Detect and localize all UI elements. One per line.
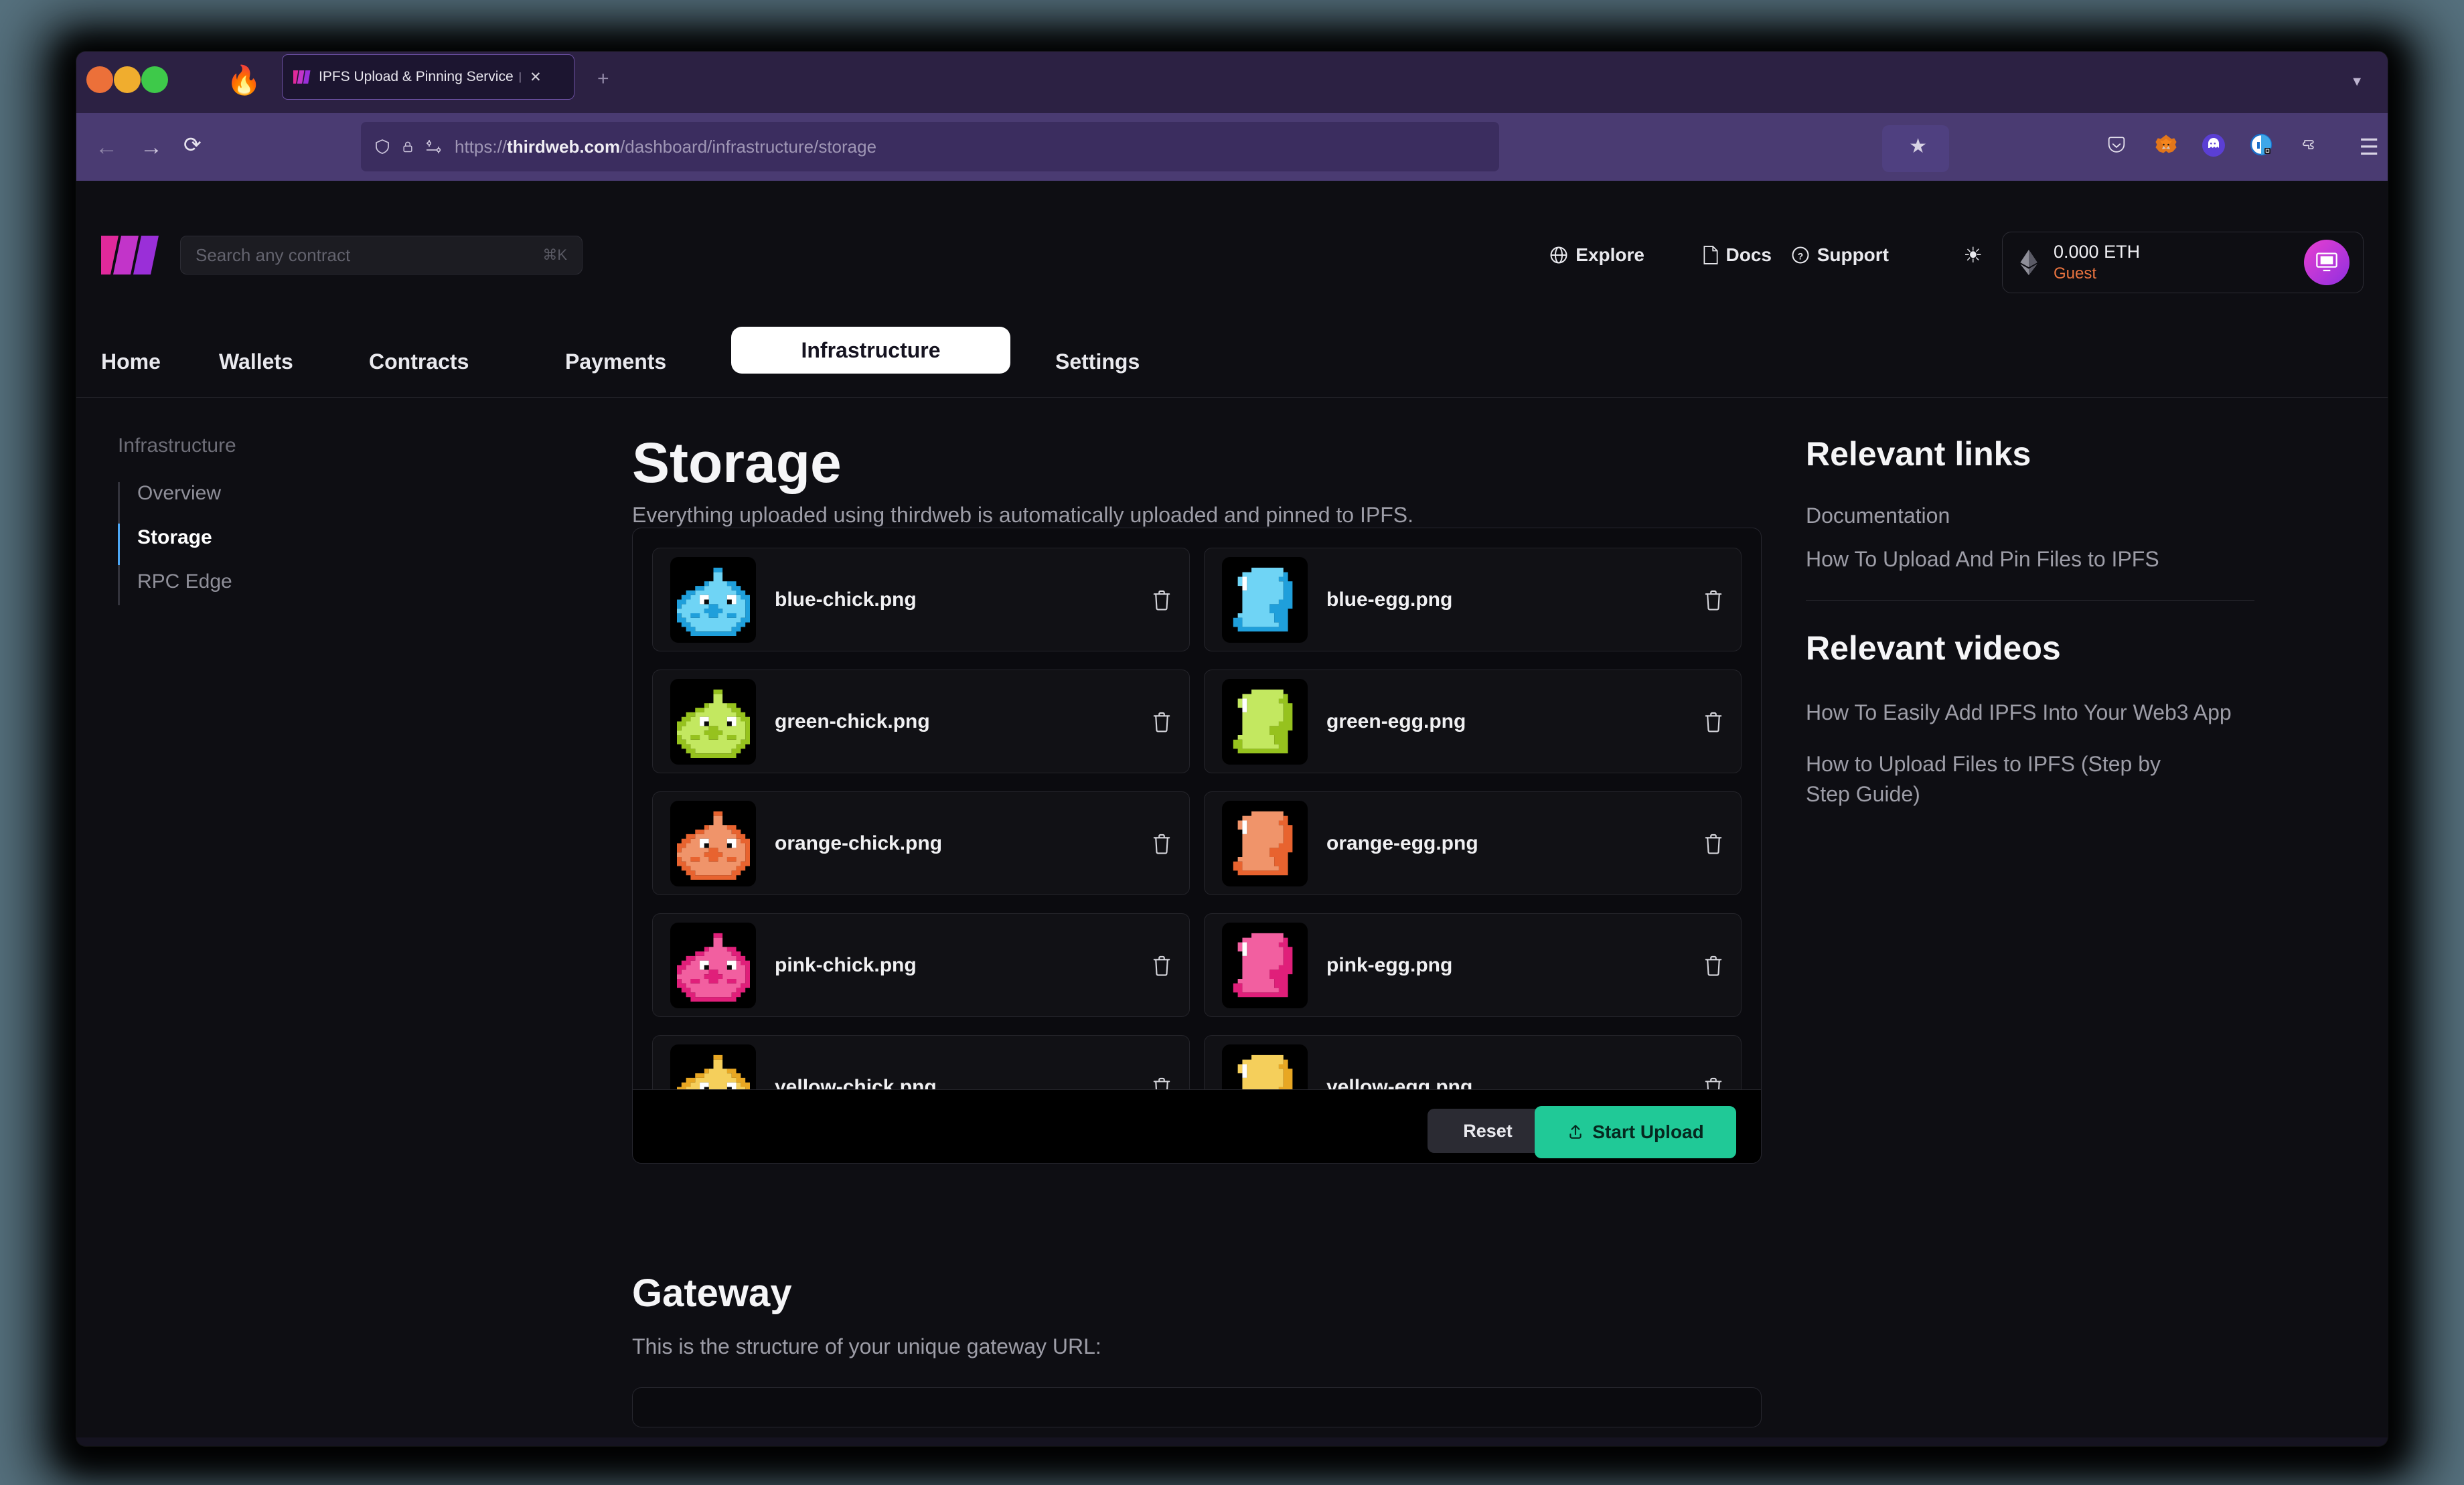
svg-text:?: ?	[1797, 251, 1802, 261]
